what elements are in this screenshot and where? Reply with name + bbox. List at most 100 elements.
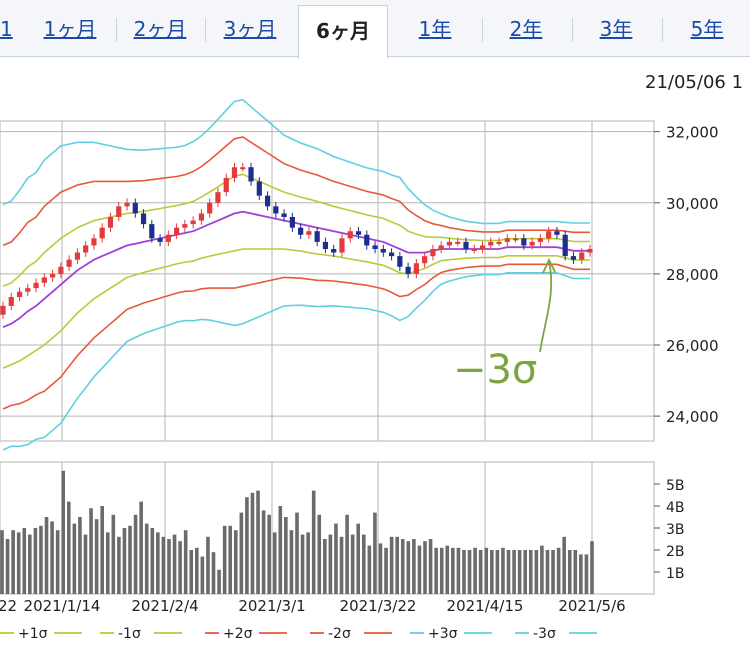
volume-bar [323, 539, 327, 594]
band-plus-2-sigma [2, 136, 590, 247]
y-tick-label: 32,000 [666, 124, 719, 142]
band-minus-1-sigma [2, 248, 590, 369]
volume-bar [462, 550, 466, 594]
x-tick-label-fragment: 22 [0, 597, 17, 615]
volume-bar [161, 536, 166, 594]
legend-label: -2σ [328, 626, 351, 642]
volume-bar [456, 547, 461, 594]
volume-y-tick-label: 3B [666, 522, 685, 538]
tab-2-months[interactable]: 2ヶ月 [133, 17, 187, 41]
candle-body [405, 266, 411, 274]
volume-bar [250, 492, 255, 594]
volume-bar [239, 512, 244, 594]
x-tick-label: 2021/3/1 [238, 597, 305, 615]
candle-body [58, 266, 64, 274]
candle-body [215, 192, 221, 203]
candle-body [380, 249, 386, 253]
volume-bar [228, 525, 233, 594]
volume-bar [233, 530, 238, 594]
candle-body [223, 177, 229, 193]
volume-bar [156, 532, 160, 594]
volume-bar [473, 547, 477, 594]
candle-body [364, 234, 370, 246]
volume-bar [551, 550, 555, 594]
y-tick-label: 24,000 [666, 408, 719, 426]
candle-body [479, 245, 486, 249]
tab-1[interactable]: 1 [0, 17, 13, 41]
tab-5-years[interactable]: 5年 [690, 17, 724, 41]
volume-bar [584, 554, 589, 594]
x-tick-label: 2021/1/14 [24, 597, 101, 615]
volume-y-tick-label: 5B [666, 478, 685, 494]
x-tick-label: 2021/4/15 [447, 597, 524, 615]
volume-bar [579, 554, 583, 594]
legend-label: +2σ [223, 626, 253, 642]
tab-3-years[interactable]: 3年 [599, 17, 633, 41]
tab-1-month[interactable]: 1ヶ月 [43, 17, 97, 41]
volume-bar [144, 523, 149, 594]
candle-body [372, 245, 378, 249]
volume-bar [267, 514, 271, 594]
candle-body [91, 238, 97, 246]
volume-bar [272, 532, 277, 594]
period-tab-bar: 1 1ヶ月 2ヶ月 3ヶ月 6ヶ月 1年 2年 3年 5年 [0, 0, 750, 59]
volume-bar [567, 550, 572, 594]
volume-bar [55, 530, 60, 594]
volume-bar [183, 530, 188, 594]
volume-bar [306, 532, 310, 594]
candle-body [240, 167, 246, 170]
volume-bar [128, 525, 132, 594]
volume-bar [334, 523, 338, 594]
volume-bar [39, 525, 43, 594]
volume-bar [512, 550, 516, 594]
candle-body [256, 181, 262, 196]
volume-bar [517, 550, 522, 594]
volume-bar [5, 539, 10, 594]
candle-body [554, 231, 560, 235]
chart-date: 21/05/06 1 [645, 72, 744, 93]
candle-body [488, 241, 494, 246]
tab-1-year[interactable]: 1年 [418, 17, 452, 41]
candle-body [25, 288, 31, 292]
tab-6-months[interactable]: 6ヶ月 [298, 5, 388, 59]
candle-body [504, 238, 510, 242]
candle-body [339, 238, 345, 253]
candle-body [165, 234, 171, 242]
volume-bar [506, 550, 511, 594]
volume-y-tick-label: 1B [666, 566, 685, 582]
volume-bar [16, 532, 21, 594]
volume-bar [400, 539, 405, 594]
volume-bar [256, 490, 260, 594]
volume-bar [211, 552, 216, 594]
tab-2-years[interactable]: 2年 [509, 17, 543, 41]
y-tick-label: 30,000 [666, 195, 719, 213]
volume-bar [278, 506, 283, 594]
volume-bar [501, 547, 505, 594]
candle-body [347, 231, 353, 239]
volume-bar [389, 536, 394, 594]
volume-bar [178, 541, 182, 594]
volume-bar [133, 514, 138, 594]
annotation-arrowhead [542, 257, 556, 274]
candle-body [512, 238, 519, 241]
candle-body [281, 213, 287, 217]
candle-body [182, 224, 188, 228]
tab-3-months[interactable]: 3ヶ月 [223, 17, 277, 41]
candle-body [33, 282, 39, 289]
candle-body [587, 249, 593, 253]
volume-bar [428, 539, 433, 594]
volume-bar [406, 541, 411, 594]
candle-body [41, 277, 47, 283]
candle-body [388, 252, 395, 257]
volume-bar [573, 550, 578, 594]
volume-bar [556, 547, 561, 594]
volume-bar [94, 519, 99, 594]
candle-body [306, 231, 312, 235]
legend-label: +3σ [428, 626, 458, 642]
volume-bar [261, 510, 266, 594]
volume-bar [317, 514, 322, 594]
candle-body [355, 231, 362, 235]
candle-body [496, 241, 502, 244]
candle-body [107, 217, 114, 228]
volume-bar [105, 532, 110, 594]
